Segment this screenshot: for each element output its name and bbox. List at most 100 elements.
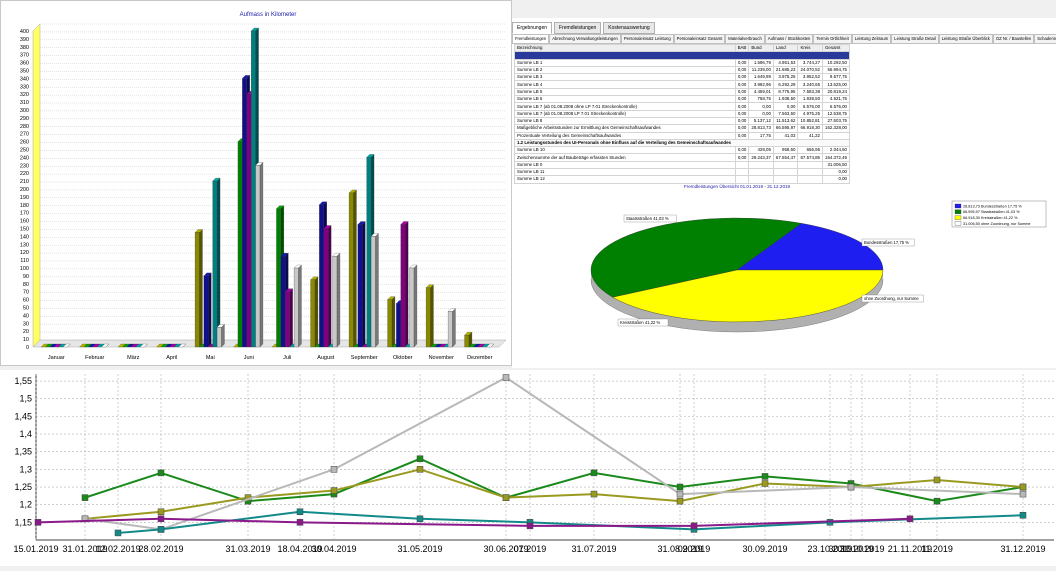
y-tick-label: 1,3 [19, 464, 32, 474]
subtab[interactable]: Leistung Straße Detail [891, 34, 939, 44]
bar-front [237, 141, 243, 348]
table-cell: 6.576,00 [797, 102, 824, 111]
table-cell: 66.918,30 [797, 124, 824, 133]
table-cell: 24.070,52 [797, 65, 824, 75]
table-cell: 6.576,00 [822, 102, 850, 111]
bar-front [387, 299, 393, 348]
subtab[interactable]: Personaleinsatz Gesamt [673, 34, 726, 44]
subtab[interactable]: Materialverbrauch [725, 34, 765, 44]
column-header[interactable]: Bezeichnung [514, 43, 736, 53]
y-tick-label: 320 [20, 92, 29, 98]
y-tick-label: 90 [23, 274, 29, 280]
table-cell: 41,22 [797, 131, 824, 140]
bar-side [259, 161, 264, 348]
x-tick-label: Januar [48, 355, 65, 361]
report-tabs: Ergebnungen Fremdleistungen Kostenauswer… [512, 22, 655, 34]
x-tick-label: 15.01.2019 [13, 544, 58, 554]
y-tick-label: 400 [20, 29, 29, 35]
table-cell: 10.852,81 [797, 116, 824, 126]
subtab[interactable]: Leistung Straße Überblick [938, 34, 993, 44]
table-cell: 7.583,38 [797, 87, 824, 97]
data-point [933, 476, 941, 484]
column-header[interactable]: Gesamt [822, 43, 850, 53]
x-tick-label: 30.09.2019 [742, 544, 787, 554]
column-header[interactable]: Kreis [797, 43, 824, 53]
table-row[interactable]: Summe LB 2 0,00 11.239,00 21.685,23 24.070,5… [514, 65, 850, 75]
table-cell: 3.952,52 [797, 73, 824, 82]
data-point [157, 508, 165, 515]
column-header[interactable]: Land [772, 43, 799, 53]
pie-label-text: ohne Zuordnung, nur Summe [864, 296, 919, 301]
table-cell: 13.525,00 [822, 80, 850, 89]
tab-ergebnungen[interactable]: Ergebnungen [512, 22, 553, 34]
bar-top [101, 343, 110, 348]
bar-front [293, 267, 299, 348]
table-row[interactable]: Summe LB 10 0,00 429,05 958,50 656,95 2.044,5… [514, 146, 850, 155]
table-row[interactable]: Summe LB 12 0,00 [514, 175, 850, 184]
table-row-selected[interactable] [514, 51, 850, 60]
y-tick-label: 140 [20, 234, 29, 240]
tab-fremdleistungen[interactable]: Fremdleistungen [554, 22, 602, 34]
y-tick-label: 270 [20, 132, 29, 138]
bar [323, 225, 332, 348]
bar-front [425, 287, 431, 348]
table-row[interactable]: Summe LB 11 0,00 [514, 168, 850, 177]
table-cell: 0,00 [734, 87, 750, 97]
table-row[interactable]: Summe LB 0 31.006,50 [514, 160, 850, 170]
table-row[interactable]: Summe LB 1 0,00 1.596,79 4.951,53 3.744,27 10… [514, 58, 850, 67]
pie-label-box [861, 294, 924, 303]
table-row[interactable]: Maßgebliche Arbeitsstunden zur Ermittlun… [514, 124, 850, 133]
table-row[interactable]: Summe LB 7 (ab 01.08.2008 ohne LP 7.01 S… [514, 102, 850, 111]
bar-front [255, 165, 261, 348]
bar-front [447, 311, 453, 348]
table-cell: 1.938,50 [772, 95, 799, 104]
table-row[interactable]: Prozentuale Verteilung des Gemeinschafts… [514, 131, 850, 140]
bar [310, 276, 319, 348]
bar [212, 177, 221, 348]
data-point [761, 480, 769, 487]
subtab[interactable]: Schadennummer [1034, 34, 1056, 44]
legend-swatch [954, 203, 962, 209]
pie-slice [736, 223, 884, 271]
subtab[interactable]: Leistung Zeitraum [851, 34, 892, 44]
tab-kostenauswertung[interactable]: Kostenauswertung [603, 22, 655, 34]
data-point [502, 494, 510, 501]
table-cell: Prozentuale Verteilung des Gemeinschafts… [514, 131, 736, 140]
table-cell: Summe LB 6 [514, 95, 736, 104]
subtab[interactable]: Personaleinsatz Leistung [620, 34, 674, 44]
table-cell: Summe LB 1 [514, 58, 736, 67]
y-tick-label: 70 [23, 290, 29, 296]
table-cell: 4.975,25 [797, 109, 824, 118]
subtab[interactable]: OZ Nr. / Baustellen [992, 34, 1035, 44]
x-tick-label: 31.07.2019 [571, 544, 616, 554]
table-row[interactable]: Summe LB 3 0,00 1.649,99 3.975,25 3.952,52 9.… [514, 73, 850, 82]
bar [357, 221, 366, 348]
bar-front [242, 78, 247, 348]
subtab[interactable]: Abrechnung Verwaltungsleistungen [549, 34, 621, 44]
table-cell: 17,75 [748, 131, 774, 140]
subtab[interactable]: Aufmass / Stückkosten [764, 34, 814, 44]
bar-side [353, 189, 357, 348]
x-tick-label: Oktober [393, 355, 413, 361]
bar-top [178, 343, 187, 348]
series-line [37, 517, 911, 527]
series-line [117, 510, 1024, 534]
table-cell: 31.006,50 [822, 160, 850, 170]
pie-slice [612, 269, 884, 323]
table-row[interactable]: Summe LB 7 (ab 01.08.2008 LP 7.01 Streck… [514, 109, 850, 118]
subtab[interactable]: Fremdleistungen [512, 34, 550, 44]
table-cell: Maßgebliche Arbeitsstunden zur Ermittlun… [514, 124, 736, 133]
bar-front [357, 224, 363, 348]
pie-label-text: Staatsstraßen 41,03 % [626, 216, 669, 221]
table-row[interactable]: Summe LB 4 0,00 3.992,96 6.292,29 3.240,65 13… [514, 80, 850, 89]
data-point [502, 374, 510, 381]
table-row[interactable]: Summe LB 8 0,00 5.137,12 11.513,62 10.852,81… [514, 116, 850, 126]
x-tick-label: 31.12.2019 [1000, 544, 1045, 554]
table-row[interactable]: Summe LB 6 0,00 758,75 1.938,50 1.938,50 4.52… [514, 95, 850, 104]
table-row[interactable]: Zwischensumme der auf Baubeträge erfasst… [514, 153, 850, 162]
y-tick-label: 370 [20, 53, 29, 59]
column-header[interactable]: Bund [748, 43, 774, 53]
column-header[interactable]: BAB [734, 43, 750, 53]
subtab[interactable]: Termin Ortlichkeit [813, 34, 852, 44]
table-row[interactable]: Summe LB 5 0,00 4.459,01 8.776,95 7.583,38 20… [514, 87, 850, 97]
